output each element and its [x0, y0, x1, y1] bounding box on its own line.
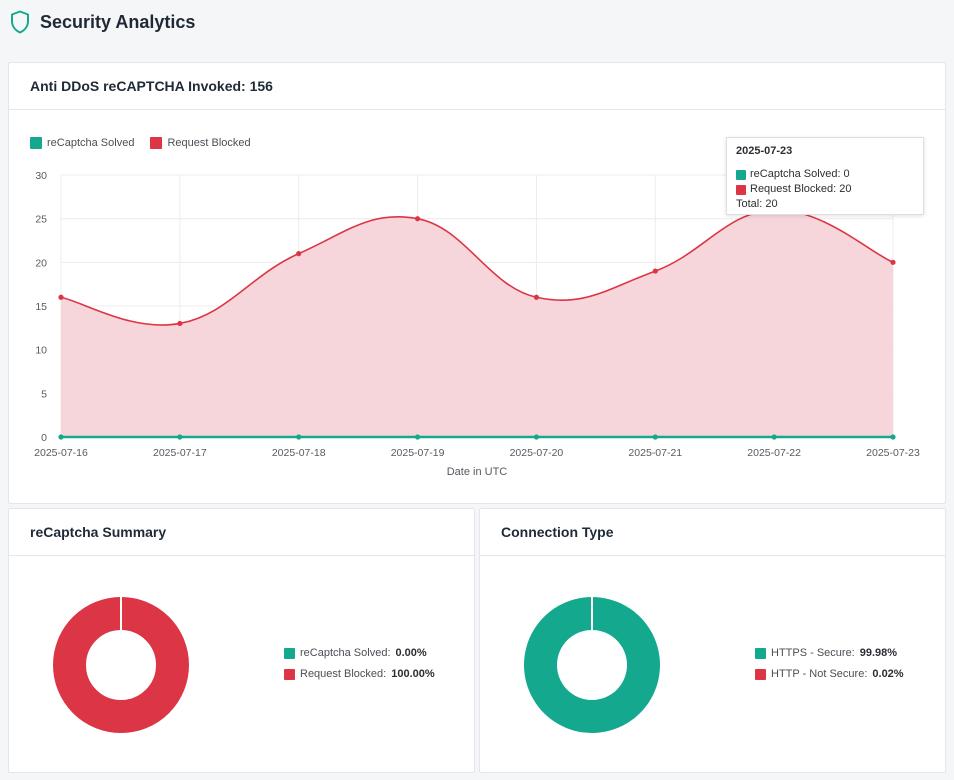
page-header: Security Analytics: [10, 8, 195, 36]
point-recaptcha-solved[interactable]: [533, 434, 540, 440]
chart-legend: reCaptcha Solved Request Blocked: [30, 137, 251, 149]
tooltip-row-solved: reCaptcha Solved: 0: [736, 167, 914, 182]
y-tick-label: 25: [35, 214, 47, 226]
y-tick-label: 30: [35, 170, 47, 182]
point-request-blocked[interactable]: [652, 268, 658, 274]
swatch-blocked: [284, 668, 295, 680]
point-recaptcha-solved[interactable]: [58, 434, 64, 440]
legend-item-blocked[interactable]: Request Blocked: [150, 137, 251, 149]
connection-legend: HTTPS - Secure: 99.98% HTTP - Not Secure…: [755, 647, 904, 689]
point-recaptcha-solved[interactable]: [890, 434, 896, 440]
summary-blocked-value: 100.00%: [391, 668, 435, 680]
tooltip-title: 2025-07-23: [736, 145, 793, 157]
summary-legend-solved[interactable]: reCaptcha Solved: 0.00%: [284, 647, 435, 659]
shield-icon: [11, 10, 29, 34]
x-tick-label: 2025-07-19: [391, 447, 445, 459]
connection-legend-https[interactable]: HTTPS - Secure: 99.98%: [755, 647, 904, 659]
point-recaptcha-solved[interactable]: [771, 434, 777, 440]
connection-type-card: Connection Type HTTPS - Secure: 99.98% H…: [479, 508, 946, 773]
connection-slice-https-secure[interactable]: [524, 597, 660, 733]
x-tick-label: 2025-07-17: [153, 447, 207, 459]
x-axis-title: Date in UTC: [447, 466, 508, 478]
tooltip-blocked-text: Request Blocked: 20: [750, 183, 852, 195]
page-title: Security Analytics: [40, 11, 196, 32]
y-tick-label: 0: [41, 432, 47, 444]
summary-solved-label: reCaptcha Solved:: [300, 647, 391, 659]
legend-label-blocked: Request Blocked: [167, 137, 251, 149]
connection-http-value: 0.02%: [872, 668, 904, 680]
recaptcha-invoked-card: Anti DDoS reCAPTCHA Invoked: 156 reCaptc…: [8, 62, 946, 504]
point-recaptcha-solved[interactable]: [414, 434, 421, 440]
connection-http-label: HTTP - Not Secure:: [771, 668, 868, 680]
point-request-blocked[interactable]: [414, 216, 421, 222]
swatch-solved: [284, 647, 295, 659]
swatch-http: [755, 668, 766, 680]
y-tick-label: 15: [35, 301, 47, 313]
card-title: Anti DDoS reCAPTCHA Invoked: 156: [9, 63, 945, 110]
x-tick-label: 2025-07-20: [510, 447, 564, 459]
tooltip-total: Total: 20: [736, 198, 778, 210]
connection-type-donut[interactable]: [524, 597, 660, 733]
connection-https-value: 99.98%: [859, 647, 898, 659]
tooltip-swatch-solved: [736, 169, 746, 180]
y-tick-label: 5: [41, 388, 47, 400]
point-request-blocked[interactable]: [177, 320, 183, 327]
area-request-blocked: [61, 209, 893, 437]
x-tick-label: 2025-07-22: [747, 447, 801, 459]
point-request-blocked[interactable]: [58, 294, 64, 300]
summary-solved-value: 0.00%: [395, 647, 427, 659]
point-request-blocked[interactable]: [890, 259, 896, 265]
card-title: reCaptcha Summary: [9, 509, 474, 556]
connection-https-label: HTTPS - Secure:: [771, 647, 855, 659]
tooltip-swatch-blocked: [736, 184, 746, 195]
x-tick-label: 2025-07-23: [866, 447, 920, 459]
tooltip-row-blocked: Request Blocked: 20: [736, 182, 914, 197]
x-tick-label: 2025-07-21: [628, 447, 682, 459]
x-tick-label: 2025-07-16: [34, 447, 88, 459]
tooltip-solved-text: reCaptcha Solved: 0: [750, 168, 850, 180]
card-title: Connection Type: [480, 509, 945, 556]
point-request-blocked[interactable]: [296, 251, 302, 257]
point-recaptcha-solved[interactable]: [296, 434, 302, 440]
legend-label-solved: reCaptcha Solved: [47, 137, 135, 149]
point-recaptcha-solved[interactable]: [177, 434, 183, 440]
swatch-https: [755, 647, 766, 659]
point-request-blocked[interactable]: [533, 294, 540, 300]
recaptcha-summary-card: reCaptcha Summary reCaptcha Solved: 0.00…: [8, 508, 475, 773]
recaptcha-summary-donut[interactable]: [53, 597, 189, 733]
legend-swatch-blocked: [150, 137, 163, 149]
y-tick-label: 10: [35, 345, 47, 357]
legend-swatch-solved: [30, 137, 42, 149]
point-recaptcha-solved[interactable]: [652, 434, 658, 440]
summary-blocked-label: Request Blocked:: [300, 668, 387, 680]
legend-item-solved[interactable]: reCaptcha Solved: [30, 137, 134, 149]
connection-legend-http[interactable]: HTTP - Not Secure: 0.02%: [755, 668, 904, 680]
y-tick-label: 20: [35, 257, 47, 269]
area-chart[interactable]: 0 5 10 15 20 25 30 2025-07-16 2025-07-17 2025-07-…: [9, 111, 945, 503]
x-tick-label: 2025-07-18: [272, 447, 326, 459]
summary-legend-blocked[interactable]: Request Blocked: 100.00%: [284, 668, 435, 680]
chart-tooltip: 2025-07-23 reCaptcha Solved: 0 Request B…: [726, 137, 924, 215]
summary-legend: reCaptcha Solved: 0.00% Request Blocked:…: [284, 647, 435, 689]
